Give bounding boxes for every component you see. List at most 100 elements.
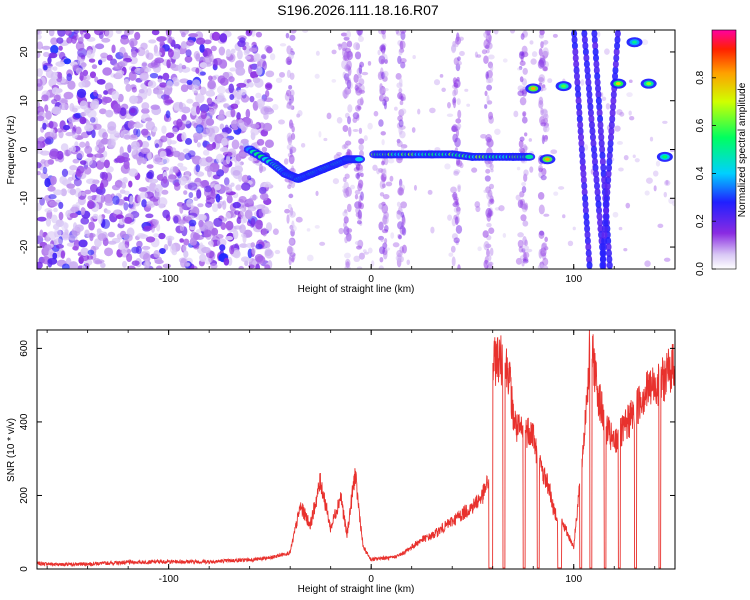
- heat-cell: [60, 250, 66, 259]
- heat-cell: [101, 219, 111, 229]
- heat-cell: [289, 148, 293, 155]
- heat-cell: [228, 76, 235, 83]
- heat-cell: [265, 222, 273, 232]
- heat-cell: [581, 35, 588, 44]
- heat-cell: [357, 183, 363, 192]
- heat-cell: [382, 194, 390, 200]
- heat-cell: [84, 229, 90, 238]
- heat-cell: [129, 95, 139, 104]
- heat-cell: [236, 82, 247, 88]
- heat-cell: [646, 82, 652, 86]
- heat-cell: [199, 253, 207, 262]
- heat-cell: [349, 184, 356, 190]
- heat-cell: [96, 193, 101, 203]
- heat-cell: [144, 260, 150, 269]
- heat-cell: [355, 157, 364, 162]
- heat-cell: [331, 49, 337, 55]
- heat-cell: [234, 161, 242, 169]
- heat-cell: [84, 262, 90, 269]
- heat-cell: [177, 162, 184, 168]
- heat-cell: [457, 109, 462, 119]
- heat-cell: [345, 30, 352, 38]
- heat-cell: [192, 79, 201, 89]
- heat-cell: [411, 127, 416, 133]
- heat-cell: [184, 170, 191, 176]
- heat-cell: [485, 49, 490, 54]
- heat-cell: [39, 229, 44, 239]
- heat-cell: [106, 54, 113, 61]
- heat-cell: [389, 175, 394, 182]
- heat-cell: [494, 207, 501, 211]
- heat-cell: [586, 96, 593, 105]
- heat-cell: [452, 77, 457, 85]
- heat-cell: [373, 110, 379, 117]
- heat-cell: [340, 32, 348, 37]
- heat-cell: [188, 192, 194, 199]
- heat-cell: [289, 104, 294, 110]
- heat-cell: [205, 90, 216, 97]
- heat-cell: [237, 40, 246, 48]
- heat-cell: [537, 191, 545, 200]
- heat-cell: [172, 127, 178, 135]
- heat-cell: [540, 247, 547, 257]
- heat-cell: [486, 222, 492, 228]
- colorbar-tick-label-2: 0.4: [695, 166, 706, 180]
- heat-cell: [209, 240, 214, 247]
- snr-ytick-label-3: 600: [19, 340, 30, 357]
- heat-cell: [77, 96, 84, 103]
- heat-cell: [614, 41, 621, 50]
- heat-cell: [541, 134, 545, 145]
- heat-cell: [140, 42, 148, 50]
- heat-cell: [180, 84, 189, 93]
- heat-cell: [199, 103, 210, 113]
- heat-cell: [521, 182, 527, 187]
- heat-cell: [53, 207, 58, 213]
- heat-cell: [130, 108, 136, 114]
- heat-cell: [203, 229, 212, 238]
- heat-cell: [278, 71, 286, 78]
- heat-cell: [204, 257, 212, 265]
- heat-cell: [264, 264, 271, 269]
- heat-cell: [607, 133, 614, 142]
- heat-cell: [289, 122, 295, 127]
- heat-cell: [45, 217, 52, 227]
- heat-cell: [589, 133, 596, 142]
- heat-cell: [111, 184, 121, 191]
- heat-cell: [119, 146, 124, 157]
- heat-cell: [259, 193, 269, 201]
- heat-cell: [154, 143, 160, 149]
- heat-cell: [255, 31, 263, 38]
- heat-cell: [663, 257, 671, 262]
- heat-cell: [516, 166, 521, 171]
- heat-cell: [378, 265, 384, 269]
- heat-cell: [157, 78, 163, 83]
- heat-cell: [390, 232, 395, 239]
- heat-cell: [248, 47, 258, 52]
- heat-cell: [80, 54, 86, 60]
- heat-cell: [285, 32, 290, 39]
- heat-cell: [628, 110, 632, 116]
- heat-cell: [354, 193, 359, 200]
- heat-cell: [37, 162, 42, 169]
- heat-cell: [598, 133, 605, 142]
- heat-cell: [111, 90, 120, 100]
- colorbar-ticks: 0.0 0.2 0.4 0.6 0.8: [695, 70, 716, 276]
- heat-cell: [357, 35, 364, 42]
- heat-cell: [116, 155, 125, 164]
- heat-cell: [575, 90, 582, 99]
- heat-cell: [456, 206, 461, 212]
- heat-cell: [55, 244, 64, 249]
- colorbar-gradient: [711, 29, 737, 270]
- heat-cell: [592, 41, 599, 50]
- heat-cell: [456, 98, 461, 106]
- heat-cell: [45, 110, 52, 120]
- heat-cell: [152, 219, 160, 226]
- heat-cell: [485, 168, 491, 174]
- heat-cell: [590, 139, 597, 148]
- heat-cell: [264, 139, 274, 148]
- heat-cell: [598, 139, 605, 148]
- heat-cell: [150, 59, 161, 68]
- heat-cell: [146, 52, 154, 61]
- heat-cell: [144, 117, 153, 122]
- heat-cell: [84, 166, 92, 175]
